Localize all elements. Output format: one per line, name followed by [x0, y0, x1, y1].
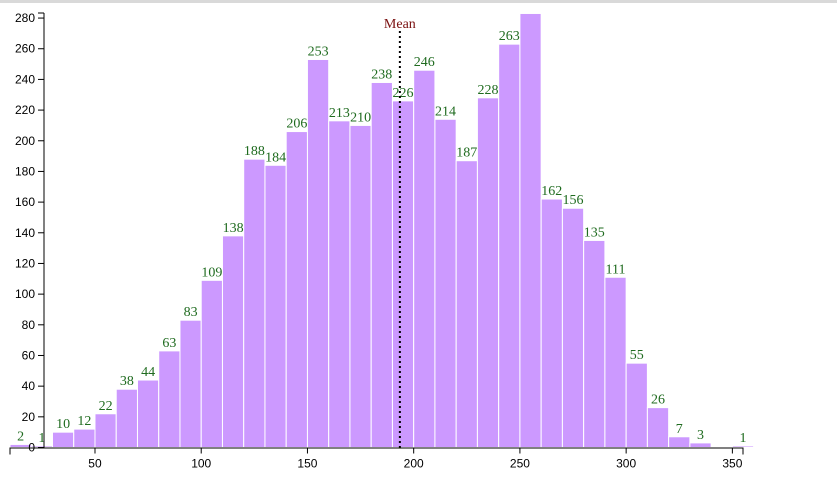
- histogram-bar: [328, 120, 351, 449]
- bar-value-label: 210: [350, 110, 371, 125]
- bar-value-label: 213: [329, 106, 350, 121]
- histogram-bar: [519, 12, 542, 449]
- x-tick-label: 150: [297, 457, 317, 471]
- histogram-bar: [391, 100, 415, 448]
- x-tick-label: 300: [616, 457, 636, 471]
- histogram-bar: [115, 388, 138, 448]
- bar-value-label: 83: [184, 305, 198, 320]
- histogram-bar: [243, 158, 266, 449]
- histogram-bar: [264, 164, 287, 448]
- y-tick-label: 200: [15, 134, 35, 148]
- bar-value-label: 184: [265, 150, 286, 165]
- histogram-bar: [73, 428, 96, 448]
- bar-value-label: 38: [120, 374, 134, 389]
- histogram-bar: [434, 118, 457, 449]
- bar-value-label: 135: [584, 225, 605, 240]
- bar-value-label: 214: [435, 104, 456, 119]
- bar-value-label: 1: [38, 431, 45, 446]
- y-tick-label: 100: [15, 287, 35, 301]
- y-tick-label: 180: [15, 164, 35, 178]
- histogram-bar: [221, 235, 245, 448]
- y-axis: 020406080100120140160180200220240260280: [15, 11, 45, 455]
- bar-value-label: 2: [17, 429, 24, 444]
- y-tick-label: 280: [15, 11, 35, 25]
- bar-value-label: 3: [697, 428, 704, 443]
- histogram-bar: [498, 43, 521, 448]
- bar-value-label: 138: [223, 221, 244, 236]
- mean-label: Mean: [384, 17, 416, 32]
- y-tick-label: 240: [15, 72, 35, 86]
- histogram-bar: [583, 239, 606, 448]
- histogram-bar: [731, 445, 755, 448]
- bar-value-label: 22: [99, 399, 113, 414]
- mean-marker: Mean: [384, 17, 416, 448]
- bar-value-label: 1: [740, 431, 747, 446]
- x-tick-label: 100: [191, 457, 211, 471]
- histogram-bar: [476, 97, 500, 448]
- y-tick-label: 120: [15, 256, 35, 270]
- bar-value-label: 109: [201, 265, 222, 280]
- histogram-bar: [625, 362, 648, 448]
- bar-value-label: 187: [456, 146, 477, 161]
- bar-value-label: 228: [478, 83, 499, 98]
- bar-value-label: 10: [56, 417, 70, 432]
- x-axis: 50 100 150 200 250 300 350: [9, 447, 744, 471]
- histogram-bar: [158, 350, 181, 448]
- x-tick-label: 350: [722, 457, 742, 471]
- y-tick-label: 140: [15, 226, 35, 240]
- window-top-border: [0, 0, 837, 3]
- bar-value-label: 12: [77, 414, 91, 429]
- histogram-bar: [370, 81, 393, 448]
- bar-value-label: 263: [499, 29, 520, 44]
- y-tick-label: 60: [22, 348, 36, 362]
- bar-value-label: 63: [162, 336, 176, 351]
- y-tick-label: 80: [22, 318, 36, 332]
- bar-value-label: 188: [244, 144, 265, 159]
- bar-value-label: 206: [286, 117, 307, 132]
- bar-value-label: 156: [563, 193, 584, 208]
- histogram-bar: [561, 207, 585, 448]
- histogram-bar: [200, 279, 223, 448]
- bars-group: [9, 12, 755, 449]
- y-tick-label: 220: [15, 103, 35, 117]
- histogram-bar: [604, 276, 627, 449]
- bar-value-label: 246: [414, 55, 435, 70]
- bar-value-label: 226: [393, 86, 414, 101]
- bar-value-label: 44: [141, 365, 155, 380]
- bar-value-label: 253: [308, 44, 329, 59]
- y-tick-label: 260: [15, 42, 35, 56]
- bar-value-label: 238: [371, 67, 392, 82]
- histogram-bar: [179, 319, 202, 448]
- bar-value-label: 7: [676, 422, 683, 437]
- histogram-bar: [94, 413, 117, 448]
- histogram-bar: [646, 407, 670, 448]
- histogram-bar: [540, 198, 563, 448]
- x-tick-label: 50: [88, 457, 102, 471]
- histogram-bar: [136, 379, 160, 448]
- y-tick-label: 160: [15, 195, 35, 209]
- bar-value-label: 55: [630, 348, 644, 363]
- histogram-bar: [51, 431, 75, 448]
- bar-value-label: 111: [606, 262, 626, 277]
- y-tick-label: 40: [22, 379, 36, 393]
- histogram-bar: [349, 124, 372, 448]
- histogram-bar: [285, 131, 308, 449]
- histogram-bar: [413, 69, 436, 448]
- y-tick-label: 20: [22, 410, 36, 424]
- bar-value-label: 162: [541, 184, 562, 199]
- bar-value-label: 26: [651, 393, 665, 408]
- histogram-bar: [306, 58, 330, 448]
- histogram-bar: [455, 160, 478, 448]
- histogram-bar: [689, 442, 712, 448]
- x-tick-label: 200: [404, 457, 424, 471]
- x-tick-label: 250: [510, 457, 530, 471]
- histogram-bar: [668, 436, 691, 449]
